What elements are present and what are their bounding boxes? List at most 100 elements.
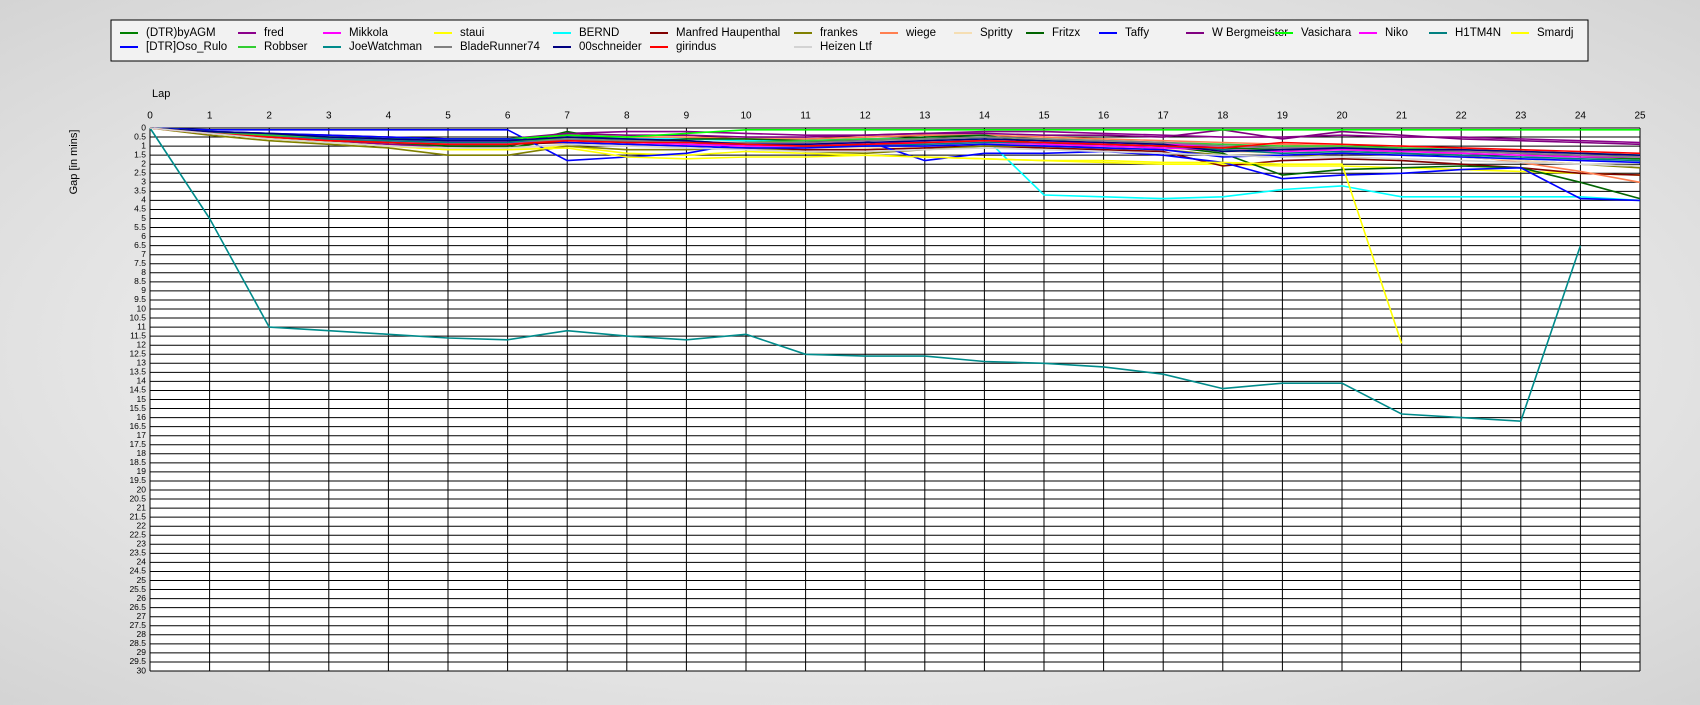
x-tick-label: 22 [1456, 111, 1468, 122]
y-tick-label: 22.5 [129, 530, 146, 540]
y-tick-label: 1.5 [134, 149, 146, 159]
x-tick-label: 20 [1336, 111, 1348, 122]
x-tick-label: 14 [979, 111, 991, 122]
y-tick-label: 30 [137, 665, 147, 675]
y-tick-label: 2.5 [134, 168, 146, 178]
series-line [149, 127, 1641, 167]
y-tick-label: 13 [137, 358, 147, 368]
y-tick-label: 13.5 [129, 367, 146, 377]
y-tick-label: 16.5 [129, 421, 146, 431]
y-tick-label: 8 [141, 267, 146, 277]
y-tick-label: 10.5 [129, 312, 146, 322]
legend-label: JoeWatchman [349, 41, 422, 53]
legend-label: staui [460, 27, 484, 39]
y-tick-label: 14 [137, 376, 147, 386]
y-tick-label: 4.5 [134, 204, 146, 214]
series-line [149, 127, 1641, 156]
legend-box [110, 19, 1589, 62]
legend-label: Spritty [980, 27, 1013, 39]
x-tick-label: 24 [1575, 111, 1587, 122]
legend-label: Robbser [264, 41, 308, 53]
x-tick-label: 13 [919, 111, 931, 122]
x-tick-label: 3 [326, 111, 332, 122]
x-tick-label: 12 [860, 111, 872, 122]
y-tick-label: 19.5 [129, 475, 146, 485]
y-tick-label: 11.5 [130, 330, 146, 340]
x-axis-title: Lap [152, 88, 170, 100]
y-axis-title: Gap [in mins] [68, 130, 80, 195]
y-tick-label: 14.5 [129, 385, 146, 395]
y-tick-label: 21 [137, 502, 147, 512]
legend-label: Fritzx [1052, 27, 1080, 39]
x-tick-label: 18 [1217, 111, 1229, 122]
x-tick-label: 21 [1396, 111, 1408, 122]
y-tick-label: 16 [137, 412, 147, 422]
x-tick-label: 16 [1098, 111, 1110, 122]
y-tick-label: 17 [137, 430, 147, 440]
y-tick-label: 26 [137, 593, 147, 603]
y-tick-label: 24 [137, 557, 147, 567]
legend-label: H1TM4N [1455, 27, 1501, 39]
legend-label: Niko [1385, 27, 1408, 39]
legend-label: girindus [676, 41, 717, 53]
x-tick-label: 9 [684, 111, 690, 122]
y-tick-label: 17.5 [129, 439, 146, 449]
legend-label: Manfred Haupenthal [676, 27, 780, 39]
y-tick-label: 28.5 [129, 638, 146, 648]
x-tick-label: 8 [624, 111, 630, 122]
y-tick-label: 23.5 [129, 548, 146, 558]
y-tick-label: 15 [137, 394, 147, 404]
y-tick-label: 3.5 [134, 186, 146, 196]
y-tick-label: 25 [137, 575, 147, 585]
y-tick-label: 18.5 [129, 457, 146, 467]
y-tick-label: 9.5 [134, 294, 146, 304]
legend: (DTR)byAGM fred Mikkola staui BERND Manfred H… [120, 27, 1573, 53]
legend-label: Heizen Ltf [820, 41, 873, 53]
series-line [149, 127, 1641, 155]
legend-label: wiege [905, 27, 936, 39]
y-tick-label: 26.5 [129, 602, 146, 612]
y-tick-label: 2 [141, 158, 146, 168]
y-tick-label: 19 [137, 466, 147, 476]
y-tick-label: 27 [137, 611, 147, 621]
legend-label: Mikkola [349, 27, 389, 39]
y-tick-label: 5 [141, 213, 146, 223]
y-tick-label: 29.5 [129, 656, 146, 666]
y-tick-label: 18 [137, 448, 147, 458]
y-tick-label: 3 [141, 177, 146, 187]
x-tick-label: 15 [1038, 111, 1050, 122]
legend-label: fred [264, 27, 284, 39]
y-tick-label: 0 [141, 122, 146, 132]
y-tick-label: 23 [137, 539, 147, 549]
y-tick-label: 4 [141, 195, 146, 205]
y-tick-label: 29 [137, 647, 147, 657]
legend-label: BladeRunner74 [460, 41, 541, 53]
legend-label: Vasichara [1301, 27, 1352, 39]
y-tick-label: 1 [141, 140, 146, 150]
legend-label: frankes [820, 27, 858, 39]
y-tick-label: 8.5 [134, 276, 146, 286]
y-tick-label: 28 [137, 629, 147, 639]
y-tick-label: 20 [137, 484, 147, 494]
legend-label: Smardj [1537, 27, 1573, 39]
x-tick-label: 25 [1634, 111, 1646, 122]
series-line [149, 127, 1641, 164]
x-tick-label: 11 [800, 111, 811, 122]
legend-label: 00schneider [579, 41, 642, 53]
x-tick-label: 10 [740, 111, 752, 122]
y-tick-label: 27.5 [129, 620, 146, 630]
x-tick-label: 5 [445, 111, 451, 122]
y-tick-label: 7.5 [134, 258, 146, 268]
y-tick-label: 24.5 [129, 566, 146, 576]
y-tick-label: 5.5 [134, 222, 146, 232]
y-tick-label: 0.5 [134, 131, 146, 141]
y-tick-label: 6.5 [134, 240, 146, 250]
y-tick-label: 20.5 [129, 493, 146, 503]
x-tick-label: 19 [1277, 111, 1289, 122]
y-tick-label: 15.5 [129, 403, 146, 413]
y-tick-label: 11 [137, 321, 146, 331]
x-tick-label: 23 [1515, 111, 1527, 122]
y-tick-label: 22 [137, 520, 147, 530]
